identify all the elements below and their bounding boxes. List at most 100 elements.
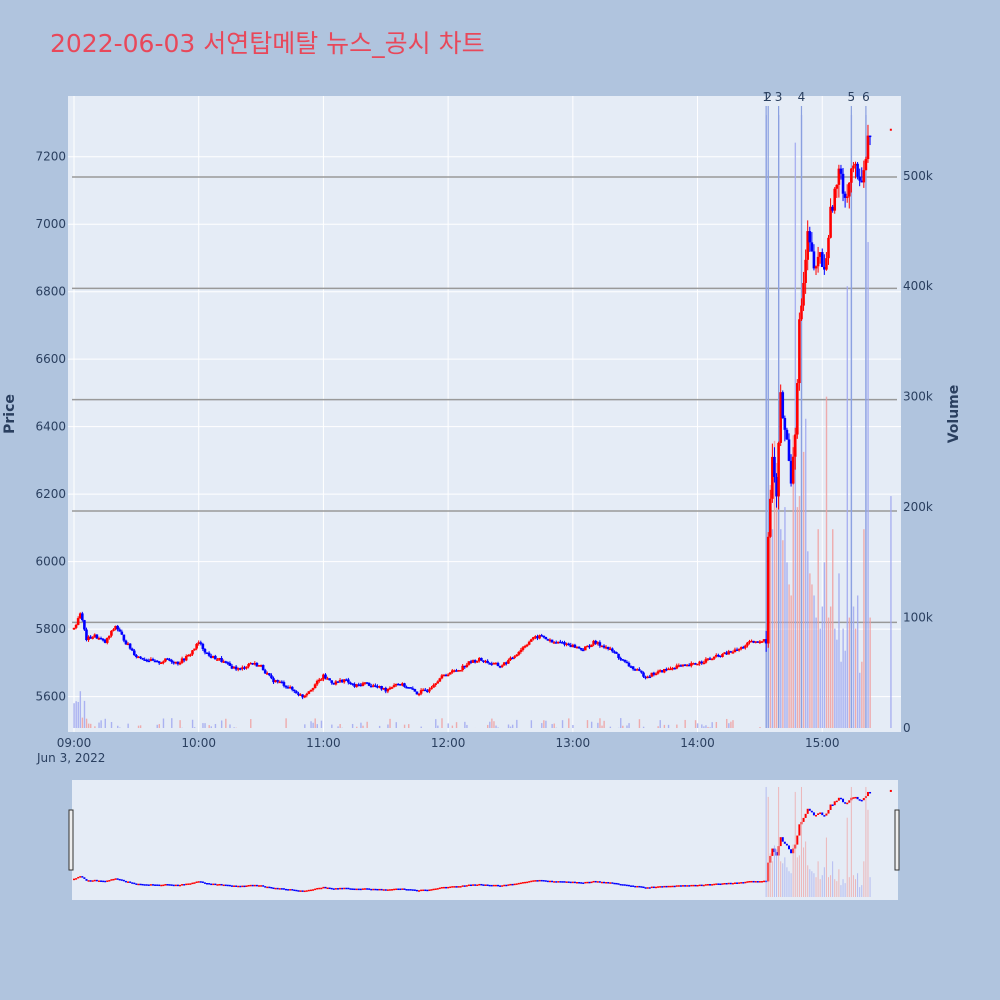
candle-body (473, 660, 477, 663)
mini-candle (168, 884, 171, 886)
mini-candle (582, 882, 585, 885)
mini-candle (224, 884, 227, 887)
mini-candle (717, 883, 720, 885)
mini-candle (526, 881, 529, 884)
candle-body (559, 641, 562, 644)
candle-body (247, 664, 250, 667)
mini-candle (492, 884, 495, 887)
mini-candle (690, 884, 693, 887)
candle-body (690, 663, 693, 666)
range-slider-right-handle[interactable] (894, 809, 900, 871)
candle-body (744, 645, 747, 648)
candle-body (322, 674, 325, 680)
mini-candle (345, 887, 348, 890)
mini-candle (83, 877, 86, 879)
volume-bar (838, 573, 840, 728)
candle-body (324, 674, 327, 679)
candle-body (704, 659, 708, 663)
volume-bar (360, 722, 362, 728)
mini-candle (457, 886, 460, 888)
candle-body (403, 683, 406, 687)
mini-candle (442, 886, 445, 889)
volume-bar (312, 722, 314, 728)
volume-bar (856, 595, 859, 728)
candle-body (340, 679, 344, 683)
mini-volume-bar (809, 869, 811, 897)
candle-body (781, 392, 785, 419)
price-levels (72, 176, 897, 624)
mini-candle (289, 889, 292, 891)
candle-body (174, 661, 178, 664)
mini-candle (729, 882, 732, 885)
mini-candle (100, 880, 103, 882)
range-slider-left-handle[interactable] (68, 809, 74, 871)
mini-volume-bar (792, 844, 794, 897)
volume-bar (832, 529, 834, 728)
mini-candle (355, 888, 358, 891)
mini-candle (715, 883, 718, 885)
mini-volume-bar (803, 847, 805, 897)
volume-bar (788, 584, 790, 728)
mini-candle (366, 888, 369, 890)
candle-body (124, 640, 128, 645)
volume-bar (784, 507, 786, 728)
mini-candle (133, 882, 136, 885)
mini-candle (802, 817, 805, 822)
candle-body (525, 644, 529, 647)
volume-bar (337, 726, 339, 728)
volume-bar (798, 496, 801, 728)
mini-candle (276, 887, 279, 890)
candle-body (384, 687, 388, 692)
candle-body (606, 646, 610, 649)
volume-bar (859, 672, 861, 728)
candle-body (128, 643, 132, 649)
mini-candle (293, 889, 296, 892)
mini-volume-bar (780, 861, 782, 897)
candle-body (554, 642, 558, 644)
candle-body (97, 638, 101, 640)
candle-body (727, 651, 731, 655)
candle-body (633, 669, 637, 671)
candle-body (257, 665, 261, 667)
plot-area[interactable] (68, 96, 901, 732)
y2-tick-label: 300k (903, 390, 933, 404)
mini-candle (817, 813, 820, 815)
candle-body (448, 672, 452, 675)
candle-body (191, 650, 194, 655)
candle-body (369, 685, 373, 688)
candle-body (297, 693, 300, 696)
candle-body (656, 671, 660, 674)
volume-bar (802, 451, 805, 728)
mini-candle (120, 879, 123, 881)
volume-bar (545, 720, 547, 728)
candle-body (81, 613, 84, 621)
volume-bar (507, 724, 510, 728)
volume-bar (408, 724, 410, 728)
volume-bar (220, 720, 223, 728)
mini-candle (420, 889, 423, 892)
range-slider[interactable] (72, 780, 898, 900)
mini-candle (378, 888, 381, 891)
candle-body (552, 642, 556, 644)
mini-candle (796, 835, 799, 845)
mini-volume-bar (813, 873, 815, 897)
volume-bar (844, 650, 846, 728)
candle-body (409, 687, 413, 689)
mini-candle (621, 884, 624, 886)
candle-body (290, 686, 294, 690)
x-tick-label: 15:00 (805, 736, 840, 750)
y2-axis-ticks: 0 100k 200k 300k 400k 500k (903, 169, 933, 735)
mini-candle (438, 887, 441, 890)
candle-body (494, 663, 498, 665)
mini-candle (287, 889, 290, 891)
volume-bar (117, 725, 119, 728)
candle-body (83, 620, 86, 630)
mini-candle (559, 881, 562, 883)
candle-body (170, 660, 173, 662)
volume-bar (204, 723, 206, 728)
mini-candle (434, 888, 437, 890)
mini-candle (725, 882, 728, 885)
candle-body (800, 305, 803, 320)
candle-body (453, 670, 456, 672)
